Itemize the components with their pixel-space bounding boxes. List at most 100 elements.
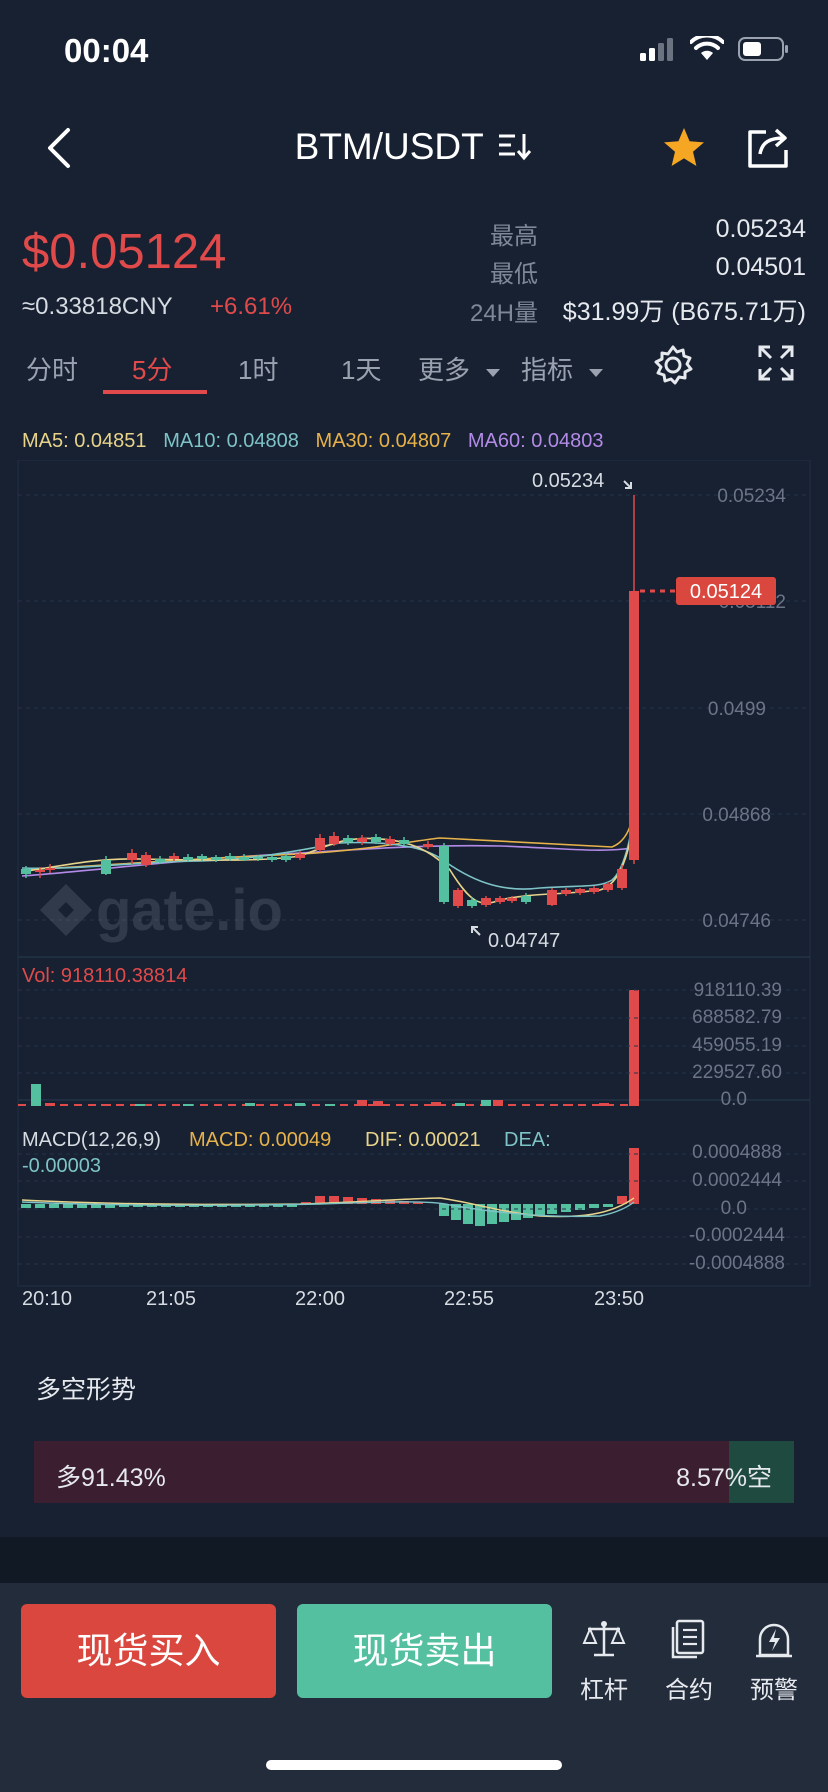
volume-bar	[508, 1104, 516, 1106]
macd-bar	[119, 1204, 129, 1207]
volume-bar	[563, 1104, 573, 1106]
time-axis: 20:10 21:05 22:00 22:55 23:50	[0, 1288, 828, 1318]
leverage-label: 杠杆	[580, 1677, 628, 1704]
volume-bar	[522, 1104, 530, 1106]
macd-bar	[371, 1199, 381, 1204]
spot-buy-button[interactable]: 现货买入	[21, 1604, 276, 1698]
candle	[101, 860, 111, 874]
volume-bar	[424, 1104, 432, 1106]
volume-bar	[45, 1103, 55, 1106]
macd-bar	[49, 1204, 59, 1208]
candle	[21, 869, 31, 874]
alert-label: 预警	[750, 1677, 798, 1704]
volume-bar	[357, 1100, 367, 1106]
price-axis-label: 0.0499	[708, 699, 766, 720]
candle	[617, 869, 627, 888]
volume-bar	[130, 1104, 138, 1106]
macd-bar	[487, 1204, 497, 1224]
fullscreen-icon[interactable]	[758, 345, 794, 381]
volume-title: Vol: 918110.38814	[22, 965, 187, 987]
candle	[197, 856, 207, 859]
candle	[547, 890, 557, 905]
macd-bar	[463, 1204, 473, 1224]
home-indicator	[266, 1760, 562, 1770]
macd-axis-label: -0.0004888	[689, 1253, 785, 1274]
tab-5min[interactable]: 5分	[132, 355, 173, 385]
dea-value: -0.00003	[22, 1155, 101, 1177]
macd-axis-label: 0.0002444	[692, 1170, 782, 1191]
volume-bar	[88, 1104, 96, 1106]
macd-bar	[273, 1204, 283, 1207]
volume-bar	[200, 1104, 208, 1106]
volume-bar	[620, 1104, 628, 1106]
tab-indicators[interactable]: 指标	[521, 350, 604, 387]
volume-bars-group	[18, 990, 639, 1106]
star-icon[interactable]	[662, 126, 706, 168]
macd-bar	[439, 1204, 449, 1216]
macd-bar	[35, 1204, 45, 1208]
candle	[467, 900, 477, 906]
price-axis-label: 0.04868	[702, 805, 771, 826]
price-change: +6.61%	[210, 293, 293, 320]
macd-axis-label: 0.0	[721, 1198, 747, 1219]
volume-bar	[373, 1101, 383, 1106]
low-label: 最低	[490, 261, 538, 288]
macd-bar	[603, 1204, 613, 1207]
tab-1hour[interactable]: 1时	[238, 355, 279, 385]
tab-more[interactable]: 更多	[418, 350, 501, 387]
candle	[423, 844, 433, 847]
long-short-title: 多空形势	[36, 1376, 137, 1404]
candle	[575, 889, 585, 893]
vol-value: $31.99万 (B675.71万)	[562, 298, 806, 326]
volume-bar	[325, 1104, 335, 1106]
spot-sell-button[interactable]: 现货卖出	[297, 1604, 552, 1698]
macd-bar	[315, 1196, 325, 1204]
candle	[385, 839, 395, 844]
macd-bar	[535, 1204, 545, 1216]
last-price-tag-label: 0.05124	[690, 581, 762, 603]
macd-bar	[589, 1204, 599, 1208]
vol-label: 24H量	[469, 300, 538, 327]
volume-axis-label: 229527.60	[692, 1062, 782, 1083]
macd-bar	[329, 1196, 339, 1204]
time-axis-label: 21:05	[146, 1288, 197, 1310]
volume-bar	[228, 1104, 236, 1106]
back-icon[interactable]	[44, 126, 74, 170]
volume-bar	[438, 1104, 446, 1106]
min-price-marker: 0.04747	[488, 930, 560, 952]
price-axis-label: 0.05234	[717, 486, 786, 507]
interval-tabs: 分时 5分 1时 1天 更多 指标	[0, 340, 828, 400]
leverage-button[interactable]: 杠杆	[572, 1619, 636, 1705]
volume-bar	[592, 1104, 600, 1106]
last-price: $0.05124	[22, 225, 227, 279]
volume-axis-label: 0.0	[721, 1089, 747, 1110]
kline-chart[interactable]: gate.io 0.05234 0.05112 0.0499 0.04868 0…	[0, 460, 828, 1290]
macd-axis-label: -0.0002444	[689, 1225, 786, 1246]
tab-timeshare[interactable]: 分时	[26, 355, 79, 385]
volume-bar	[312, 1104, 320, 1106]
volume-bar	[270, 1104, 278, 1106]
alert-button[interactable]: 预警	[742, 1619, 806, 1705]
long-share-fill	[34, 1441, 729, 1503]
contract-button[interactable]: 合约	[657, 1619, 721, 1705]
candle	[141, 855, 151, 865]
ma-legend: MA5: 0.04851 MA10: 0.04808 MA30: 0.04807…	[22, 430, 604, 453]
candle	[127, 853, 137, 860]
pair-title[interactable]: BTM/USDT	[0, 126, 828, 168]
volume-bar	[481, 1100, 491, 1106]
volume-bar	[101, 1104, 111, 1106]
tab-1day[interactable]: 1天	[341, 355, 382, 385]
long-short-bar: 多91.43% 8.57%空	[34, 1441, 794, 1503]
settings-icon[interactable]	[652, 344, 694, 386]
status-icons	[640, 36, 790, 62]
candle	[329, 836, 339, 844]
active-tab-underline	[103, 390, 207, 394]
candle	[399, 840, 409, 844]
volume-bar	[214, 1104, 222, 1106]
share-icon[interactable]	[746, 126, 790, 168]
macd-bar	[105, 1204, 115, 1208]
macd-bar	[629, 1148, 639, 1204]
volume-bar	[536, 1104, 544, 1106]
volume-bar	[340, 1104, 348, 1106]
candle	[183, 857, 193, 860]
